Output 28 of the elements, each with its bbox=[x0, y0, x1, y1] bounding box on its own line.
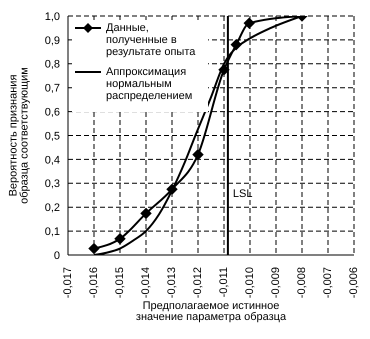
y-tick-label: 0,4 bbox=[44, 154, 60, 166]
x-tick-label: -0,012 bbox=[192, 267, 204, 298]
y-tick-label: 0,1 bbox=[44, 226, 60, 238]
x-tick-label: -0,016 bbox=[88, 267, 100, 298]
y-tick-label: 0,6 bbox=[44, 106, 60, 119]
y-tick-label: 0,3 bbox=[44, 178, 60, 190]
legend-label: Аппроксимация нормальным распределением bbox=[106, 66, 194, 102]
y-tick-label: 0 bbox=[54, 250, 60, 262]
y-tick-label: 0,2 bbox=[44, 202, 60, 214]
legend-label: Данные, полученные в результате опыта bbox=[106, 22, 196, 58]
x-axis-title: Предполагаемое истинное значение параметра образца bbox=[136, 300, 287, 323]
x-tick-label: -0,017 bbox=[62, 267, 74, 298]
x-tick-label: -0,010 bbox=[244, 267, 256, 298]
x-tick-label: -0,015 bbox=[114, 267, 126, 298]
x-tick-label: -0,007 bbox=[322, 267, 334, 298]
y-tick-label: 0,8 bbox=[44, 58, 60, 71]
y-tick-label: 0,5 bbox=[44, 130, 60, 142]
x-tick-label: -0,013 bbox=[166, 267, 178, 298]
x-tick-label: -0,011 bbox=[218, 267, 230, 298]
x-tick-label: -0,009 bbox=[270, 267, 282, 298]
y-tick-label: 0,9 bbox=[44, 34, 60, 47]
x-tick-label: -0,008 bbox=[296, 267, 308, 298]
y-axis-title: Вероятность признания образца соответствующим bbox=[7, 67, 30, 204]
y-tick-label: 1,0 bbox=[44, 10, 60, 23]
y-tick-label: 0,7 bbox=[44, 82, 60, 95]
x-tick-label: -0,006 bbox=[348, 267, 360, 298]
x-tick-label: -0,014 bbox=[140, 267, 152, 298]
ref-line-label: LSL bbox=[232, 188, 252, 200]
